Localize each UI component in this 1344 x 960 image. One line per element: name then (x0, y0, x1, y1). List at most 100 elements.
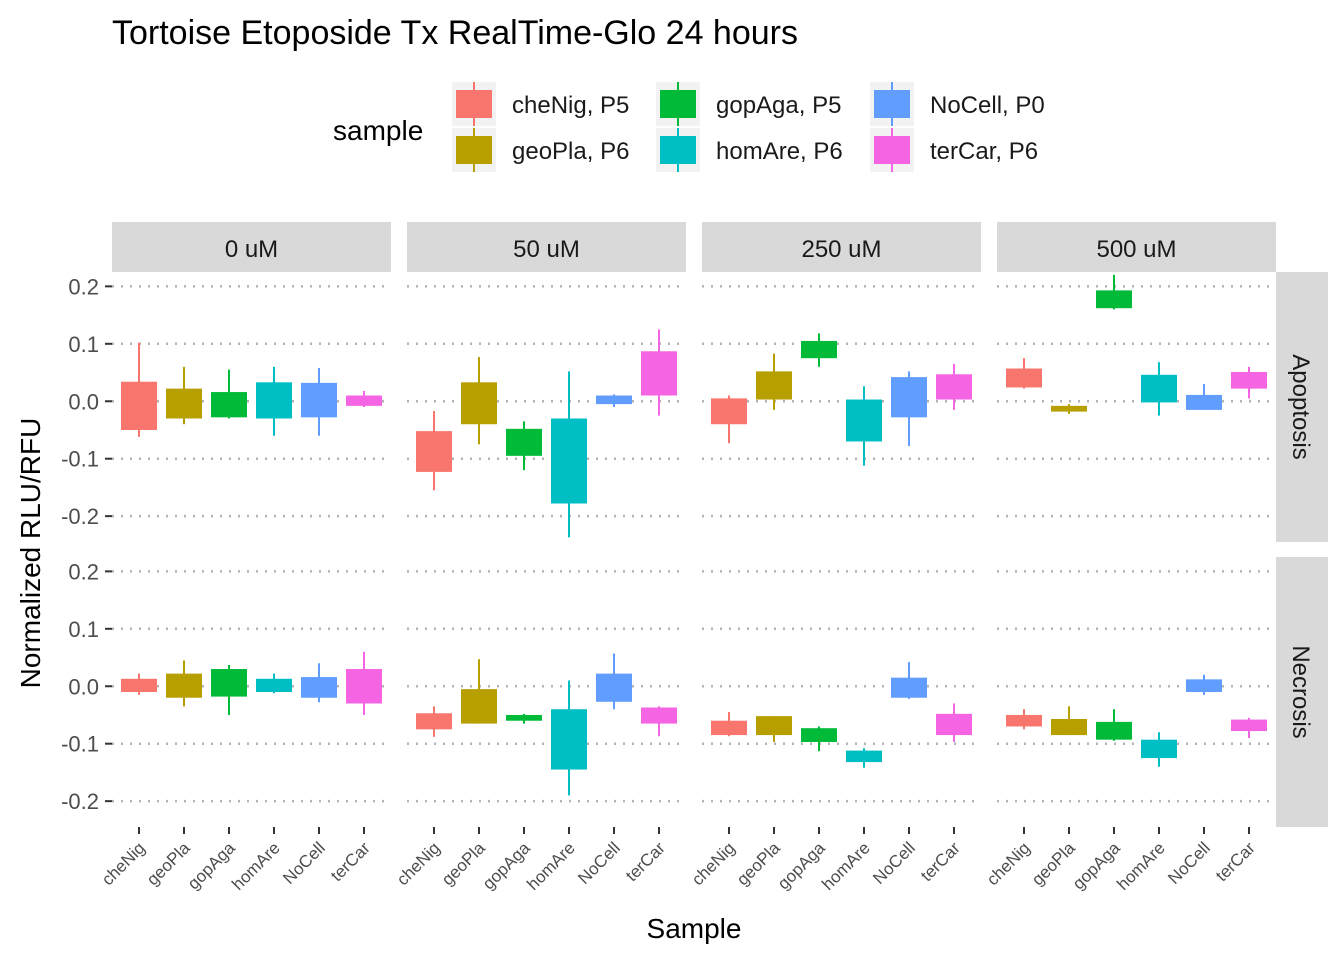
facet-strip-label: Apoptosis (1287, 354, 1314, 459)
x-tick-label: gopAga (1069, 838, 1124, 893)
facet-strip-row (1276, 272, 1328, 542)
x-tick-label: terCar (1212, 838, 1259, 885)
box (256, 382, 292, 419)
x-tick-label: gopAga (479, 838, 534, 893)
box (416, 713, 452, 730)
facet-strip-row (1276, 557, 1328, 827)
facet-strip-column (407, 222, 686, 272)
facet-strip-label: Necrosis (1287, 645, 1314, 738)
legend-label: NoCell, P0 (930, 92, 1045, 119)
x-tick-label: gopAga (184, 838, 239, 893)
box (1141, 739, 1177, 759)
box (166, 673, 202, 698)
x-tick-label: terCar (622, 838, 669, 885)
x-axis-title: Sample (647, 913, 742, 944)
facet-panel (997, 570, 1276, 803)
box (1096, 721, 1132, 740)
facet-panel (702, 285, 981, 518)
box (551, 418, 587, 504)
box (936, 374, 972, 400)
legend-item: terCar, P6 (870, 128, 1038, 172)
box (1051, 405, 1087, 412)
x-tick-label: NoCell (279, 838, 329, 888)
legend-label: cheNig, P5 (512, 92, 629, 119)
x-tick-label: cheNig (98, 838, 149, 889)
facet-strip-label: 250 uM (801, 236, 881, 263)
box (211, 392, 247, 418)
box (846, 750, 882, 763)
legend-key-box (660, 136, 696, 164)
box (801, 340, 837, 359)
x-tick-label: terCar (917, 838, 964, 885)
facet-strip-label: 0 uM (225, 236, 278, 263)
box (256, 678, 292, 692)
legend-label: geoPla, P6 (512, 138, 629, 165)
x-tick-label: NoCell (1164, 838, 1214, 888)
box (936, 713, 972, 736)
legend-label: terCar, P6 (930, 138, 1038, 165)
x-tick-label: cheNig (983, 838, 1034, 889)
y-tick-label: 0.2 (68, 274, 99, 299)
box (461, 689, 497, 724)
facet-panel (112, 285, 391, 518)
y-axis: 0.2 0.1 0.0 -0.1 -0.2 0.2 0.1 0.0 -0.1 -0.2 (61, 274, 112, 814)
box (1141, 374, 1177, 403)
box (891, 677, 927, 698)
x-tick-label: homAre (1113, 838, 1169, 894)
x-tick-label: homAre (818, 838, 874, 894)
facet-panel (112, 570, 391, 803)
y-tick-label: 0.1 (68, 332, 99, 357)
box (596, 395, 632, 405)
legend-item: homAre, P6 (656, 128, 843, 172)
y-tick-label: 0.2 (68, 559, 99, 584)
y-tick-label: -0.1 (61, 447, 99, 472)
x-tick-label: cheNig (393, 838, 444, 889)
x-tick-label: NoCell (574, 838, 624, 888)
box (711, 398, 747, 425)
box (551, 709, 587, 770)
y-tick-label: -0.2 (61, 504, 99, 529)
legend-key-box (660, 90, 696, 118)
facet-panels: 0 uM 50 uM 250 uM 500 uM Apoptosis Necrosis (112, 222, 1328, 827)
box (416, 431, 452, 472)
box (846, 399, 882, 442)
facet-panel (407, 285, 686, 538)
facet-panel (407, 570, 686, 803)
legend: sample cheNig, P5 geoPla, P6 gopAga, P5 hom… (333, 82, 1045, 172)
box (506, 428, 542, 456)
box (641, 707, 677, 724)
box (1051, 719, 1087, 736)
legend-item: NoCell, P0 (870, 82, 1045, 126)
x-tick-label: cheNig (688, 838, 739, 889)
box (801, 728, 837, 742)
facet-strip-label: 50 uM (513, 236, 580, 263)
box (641, 351, 677, 396)
facet-strip-column (702, 222, 981, 272)
box (891, 377, 927, 418)
y-tick-label: 0.0 (68, 389, 99, 414)
legend-label: gopAga, P5 (716, 92, 841, 119)
box (711, 720, 747, 736)
box (1186, 679, 1222, 692)
x-tick-label: gopAga (774, 838, 829, 893)
box (211, 669, 247, 697)
box (506, 714, 542, 721)
box (756, 716, 792, 736)
box (1006, 368, 1042, 388)
x-tick-label: homAre (523, 838, 579, 894)
box (346, 395, 382, 406)
legend-item: cheNig, P5 (452, 82, 629, 126)
box (121, 678, 157, 692)
box (1231, 719, 1267, 732)
box (121, 381, 157, 430)
box (1096, 290, 1132, 309)
x-tick-label: terCar (327, 838, 374, 885)
y-tick-label: -0.2 (61, 789, 99, 814)
legend-title: sample (333, 115, 423, 146)
y-tick-label: 0.0 (68, 674, 99, 699)
facet-strip-column (997, 222, 1276, 272)
box (596, 673, 632, 702)
legend-item: gopAga, P5 (656, 82, 841, 126)
x-tick-label: NoCell (869, 838, 919, 888)
